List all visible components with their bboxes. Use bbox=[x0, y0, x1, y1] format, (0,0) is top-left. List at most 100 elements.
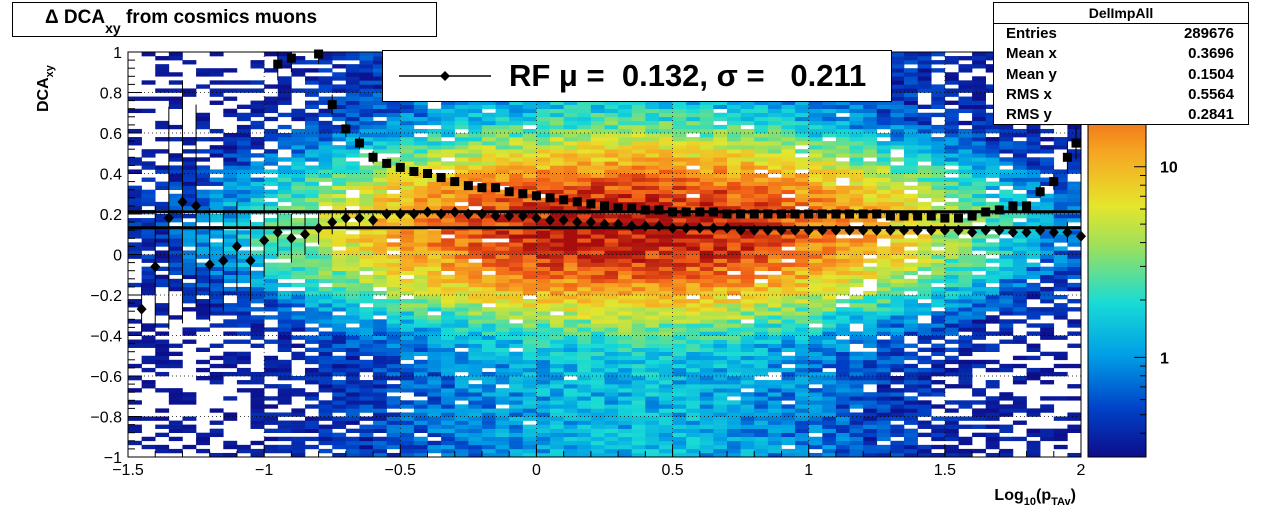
heatmap-cell bbox=[277, 234, 292, 239]
heatmap-cell bbox=[577, 274, 592, 280]
heatmap-cell bbox=[495, 181, 510, 186]
heatmap-cell bbox=[699, 116, 714, 122]
heatmap-cell bbox=[658, 351, 673, 357]
heatmap-cell bbox=[386, 124, 401, 130]
heatmap-cell bbox=[304, 116, 319, 122]
heatmap-cell bbox=[304, 335, 319, 340]
heatmap-cell bbox=[563, 444, 578, 450]
heatmap-cell bbox=[767, 185, 782, 190]
heatmap-cell bbox=[359, 250, 374, 255]
heatmap-cell bbox=[618, 230, 633, 235]
heatmap-cell bbox=[876, 359, 891, 365]
heatmap-cell bbox=[509, 165, 524, 170]
heatmap-cell bbox=[604, 424, 619, 429]
heatmap-cell bbox=[277, 137, 292, 142]
heatmap-cell bbox=[686, 274, 701, 280]
heatmap-cell bbox=[536, 339, 551, 344]
heatmap-cell bbox=[781, 165, 796, 170]
heatmap-cell bbox=[400, 286, 415, 292]
heatmap-cell bbox=[604, 444, 619, 450]
heatmap-cell bbox=[604, 282, 619, 288]
heatmap-cell bbox=[904, 52, 918, 57]
heatmap-cell bbox=[386, 315, 401, 320]
heatmap-cell bbox=[727, 448, 741, 454]
heatmap-cell bbox=[427, 246, 442, 251]
heatmap-cell bbox=[672, 197, 687, 203]
heatmap-cell bbox=[277, 448, 292, 454]
heatmap-cell bbox=[577, 197, 592, 203]
heatmap-cell bbox=[631, 436, 646, 442]
heatmap-cell bbox=[631, 104, 646, 109]
heatmap-cell bbox=[863, 112, 878, 118]
heatmap-cell bbox=[236, 222, 251, 227]
heatmap-cell bbox=[618, 165, 633, 170]
heatmap-cell bbox=[645, 400, 660, 405]
heatmap-cell bbox=[863, 412, 878, 417]
heatmap-cell bbox=[849, 205, 864, 211]
heatmap-cell bbox=[904, 404, 918, 409]
heatmap-cell bbox=[740, 128, 755, 134]
heatmap-cell bbox=[713, 315, 728, 320]
heatmap-cell bbox=[400, 128, 415, 134]
heatmap-cell bbox=[264, 193, 279, 199]
heatmap-cell bbox=[754, 404, 769, 409]
heatmap-cell bbox=[767, 230, 782, 235]
heatmap-cell bbox=[236, 80, 251, 85]
heatmap-cell bbox=[876, 299, 891, 304]
heatmap-cell bbox=[509, 315, 524, 320]
heatmap-cell bbox=[577, 173, 592, 178]
heatmap-cell bbox=[291, 230, 306, 235]
heatmap-cell bbox=[835, 440, 850, 446]
heatmap-cell bbox=[890, 376, 905, 381]
heatmap-cell bbox=[236, 238, 251, 243]
heatmap-cell bbox=[318, 388, 333, 393]
heatmap-cell bbox=[713, 238, 728, 243]
heatmap-cell bbox=[781, 424, 796, 429]
heatmap-cell bbox=[495, 104, 510, 109]
heatmap-cell bbox=[618, 315, 633, 320]
heatmap-cell bbox=[686, 420, 701, 425]
heatmap-cell bbox=[481, 319, 496, 324]
heatmap-cell bbox=[345, 436, 360, 442]
heatmap-cell bbox=[373, 238, 387, 243]
heatmap-cell bbox=[754, 335, 769, 340]
heatmap-cell bbox=[359, 367, 374, 373]
heatmap-cell bbox=[795, 319, 810, 324]
heatmap-cell bbox=[427, 149, 442, 154]
heatmap-cell bbox=[359, 246, 374, 251]
heatmap-cell bbox=[277, 52, 292, 57]
heatmap-cell bbox=[563, 258, 578, 263]
heatmap-cell bbox=[454, 270, 469, 276]
heatmap-cell bbox=[196, 72, 210, 77]
heatmap-cell bbox=[277, 335, 292, 340]
heatmap-cell bbox=[645, 367, 660, 373]
heatmap-cell bbox=[849, 112, 864, 118]
heatmap-cell bbox=[876, 311, 891, 316]
heatmap-cell bbox=[373, 299, 387, 304]
heatmap-cell bbox=[658, 359, 673, 365]
heatmap-cell bbox=[522, 165, 537, 170]
heatmap-cell bbox=[495, 286, 510, 292]
heatmap-cell bbox=[835, 343, 850, 348]
heatmap-cell bbox=[386, 388, 401, 393]
heatmap-cell bbox=[304, 104, 319, 109]
heatmap-cell bbox=[209, 242, 224, 247]
heatmap-cell bbox=[577, 133, 592, 138]
heatmap-cell bbox=[863, 371, 878, 377]
heatmap-cell bbox=[577, 234, 592, 239]
heatmap-cell bbox=[645, 254, 660, 259]
heatmap-cell bbox=[577, 258, 592, 263]
heatmap-cell bbox=[168, 230, 183, 235]
heatmap-cell bbox=[427, 222, 442, 227]
heatmap-cell bbox=[250, 254, 265, 259]
heatmap-cell bbox=[264, 230, 279, 235]
heatmap-cell bbox=[727, 351, 741, 357]
heatmap-cell bbox=[590, 100, 605, 105]
heatmap-cell bbox=[618, 282, 633, 288]
heatmap-cell bbox=[618, 246, 633, 251]
heatmap-cell bbox=[332, 197, 347, 203]
heatmap-cell bbox=[495, 295, 510, 300]
heatmap-cell bbox=[672, 234, 687, 239]
heatmap-cell bbox=[727, 173, 741, 178]
heatmap-cell bbox=[196, 116, 210, 122]
